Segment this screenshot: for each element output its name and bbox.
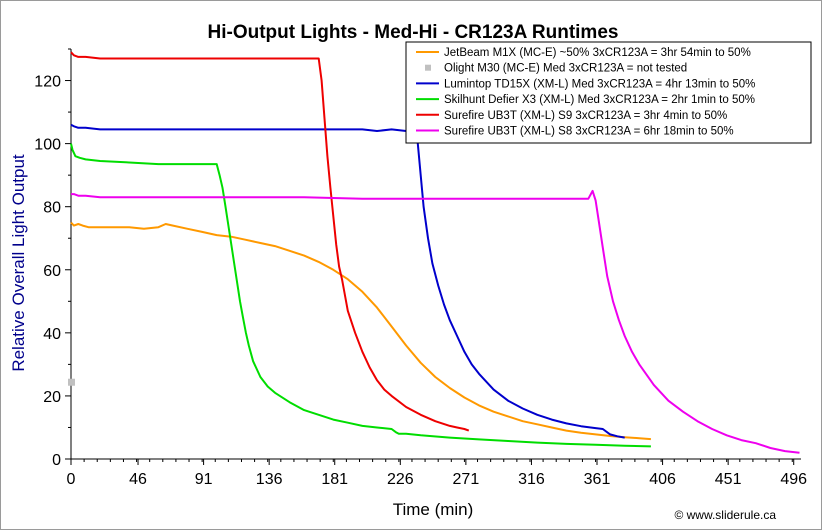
- legend-entry: Skilhunt Defier X3 (XM-L) Med 3xCR123A =…: [444, 94, 755, 106]
- y-tick-label: 80: [43, 200, 61, 217]
- y-axis-title: Relative Overall Light Output: [9, 154, 28, 372]
- series-1-line: [70, 221, 651, 441]
- legend-marker: [425, 64, 431, 71]
- series-3-line: [70, 123, 625, 439]
- y-tick-label: 0: [52, 452, 61, 469]
- x-tick-label: 451: [715, 471, 742, 488]
- x-tick-label: 181: [321, 471, 348, 488]
- copyright-text: © www.sliderule.ca: [674, 508, 776, 522]
- y-tick-label: 100: [34, 137, 61, 154]
- x-tick-label: 406: [649, 471, 676, 488]
- legend-entry: Surefire UB3T (XM-L) S9 3xCR123A = 3hr 4…: [444, 110, 727, 122]
- series-5-line: [70, 51, 470, 432]
- x-tick-label: 361: [584, 471, 611, 488]
- y-tick-label: 40: [43, 326, 61, 343]
- x-tick-label: 271: [453, 471, 480, 488]
- x-tick-label: 496: [780, 471, 807, 488]
- legend-entry: JetBeam M1X (MC-E) ~50% 3xCR123A = 3hr 5…: [444, 47, 751, 59]
- legend-entry: Olight M30 (MC-E) Med 3xCR123A = not tes…: [444, 63, 687, 75]
- series-2-marker: [68, 378, 75, 386]
- x-tick-label: 136: [256, 471, 283, 488]
- y-tick-label: 120: [34, 74, 61, 91]
- series-6-line: [71, 189, 800, 454]
- chart-title: Hi-Output Lights - Med-Hi - CR123A Runti…: [208, 22, 619, 43]
- x-tick-label: 316: [518, 471, 545, 488]
- x-tick-label: 226: [387, 471, 414, 488]
- x-tick-label: 46: [129, 471, 147, 488]
- series-4-line: [70, 143, 651, 448]
- legend-entry: Lumintop TD15X (XM-L) Med 3xCR123A = 4hr…: [444, 78, 755, 90]
- legend-box: [405, 41, 812, 144]
- y-tick-label: 20: [43, 389, 61, 406]
- y-tick-label: 60: [43, 263, 61, 280]
- x-axis-title: Time (min): [393, 500, 474, 519]
- legend-entry: Surefire UB3T (XM-L) S8 3xCR123A = 6hr 1…: [444, 126, 734, 138]
- x-tick-label: 91: [195, 471, 213, 488]
- legend: JetBeam M1X (MC-E) ~50% 3xCR123A = 3hr 5…: [405, 41, 812, 144]
- x-tick-label: 0: [67, 471, 76, 488]
